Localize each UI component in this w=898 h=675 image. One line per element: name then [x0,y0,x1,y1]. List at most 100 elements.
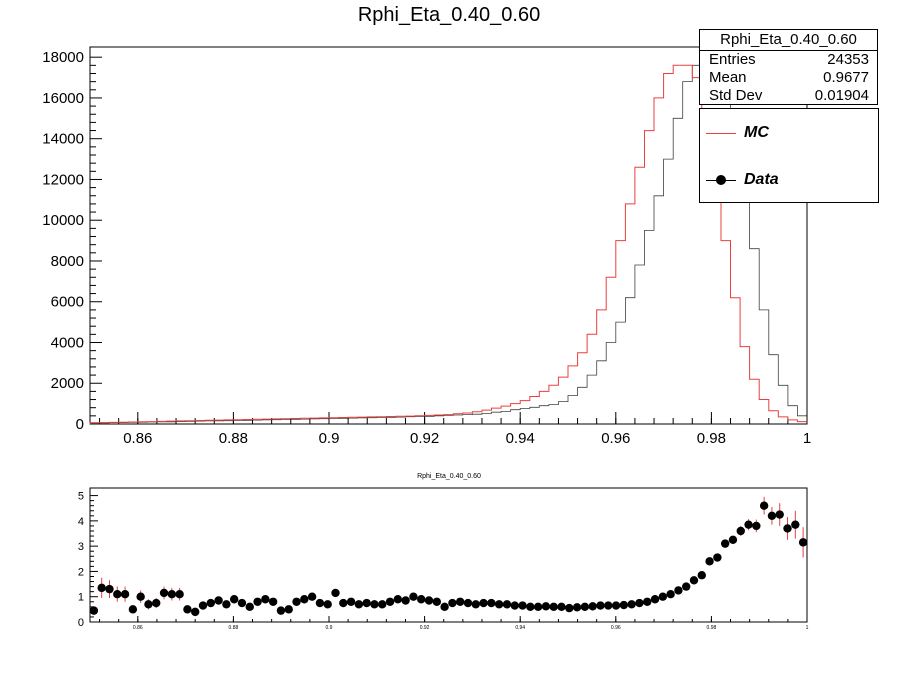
ratio-point [728,535,738,545]
stats-label: Mean [709,69,747,86]
ratio-point [471,600,480,609]
ratio-point [284,605,293,614]
legend-entry-mc: MC [706,123,769,143]
x-tick-label: 0.88 [219,430,248,447]
y-tick-label: 0 [76,416,84,433]
ratio-point [720,539,730,548]
ratio-point [362,598,371,608]
stats-box: Rphi_Eta_0.40_0.60 Entries 24353 Mean 0.… [699,29,878,105]
x-tick-label: 0.98 [697,430,726,447]
ratio-point [526,602,535,612]
y-tick-label: 8000 [51,253,84,270]
ratio-point [643,597,652,606]
ratio-point [752,521,761,531]
ratio-point [198,601,208,610]
y-tick-label: 16000 [42,90,84,107]
ratio-point [650,595,660,604]
ratio-point [245,602,254,612]
legend-label: Data [744,171,779,188]
ratio-point [409,592,418,601]
ratio-point [229,595,239,604]
ratio-point [183,605,192,614]
ratio-point [175,589,184,599]
ratio-point [120,589,130,599]
legend-marker-symbol [706,170,736,190]
ratio-x-tick-label: 0.88 [229,625,239,631]
ratio-point [144,600,153,609]
ratio-point [292,597,301,606]
ratio-point [479,598,488,608]
ratio-point [689,576,699,585]
ratio-point [596,601,605,610]
ratio-point [463,598,473,608]
ratio-point [300,595,309,604]
ratio-y-tick-label: 3 [78,541,84,553]
ratio-point [354,600,364,609]
ratio-point [206,598,215,608]
ratio-point [167,589,177,599]
y-tick-label: 12000 [42,171,84,188]
ratio-point [783,524,792,533]
ratio-point [440,602,449,612]
ratio-point [588,602,597,611]
x-tick-label: 0.92 [410,430,439,447]
ratio-x-tick-label: 0.98 [707,625,717,631]
ratio-point [604,601,613,610]
ratio-point [424,596,434,605]
ratio-point [557,602,566,612]
stats-row-entries: Entries 24353 [700,51,877,69]
ratio-point [541,602,551,611]
legend: MC Data [699,108,879,203]
y-tick-label: 18000 [42,49,84,66]
ratio-point [346,597,356,606]
ratio-point [502,600,512,609]
ratio-point [619,600,629,610]
ratio-point [191,607,200,617]
ratio-x-tick-label: 0.92 [420,625,430,631]
ratio-point [136,592,145,601]
ratio-point [97,583,106,593]
ratio-point [533,602,543,612]
ratio-point [105,584,114,594]
ratio-point [89,606,99,615]
x-tick-label: 1 [803,430,811,447]
ratio-point [214,596,223,605]
stats-value: 0.01904 [814,87,869,104]
ratio-point [580,602,590,612]
ratio-point [339,598,348,608]
ratio-point [159,588,169,598]
ratio-point [237,598,247,608]
plot-frame [89,46,808,425]
ratio-point [682,582,691,591]
legend-entry-data: Data [706,170,779,190]
page-title: Rphi_Eta_0.40_0.60 [357,4,541,26]
ratio-x-tick-label: 0.9 [326,625,333,631]
y-tick-label: 4000 [51,334,84,351]
ratio-point [658,592,668,601]
ratio-y-tick-label: 1 [78,592,84,604]
x-tick-label: 0.86 [123,430,152,447]
ratio-point [448,598,457,608]
ratio-point [401,596,410,605]
ratio-point [759,501,769,510]
y-tick-label: 10000 [42,212,84,229]
stats-row-mean: Mean 0.9677 [700,69,877,87]
ratio-point [791,520,800,529]
ratio-point [611,601,621,610]
ratio-point [417,595,426,604]
ratio-point [331,588,340,598]
ratio-point [128,605,138,614]
ratio-point [635,598,644,608]
ratio-point [697,571,706,580]
ratio-point [627,600,636,609]
ratio-point [518,601,527,610]
ratio-point [370,600,379,609]
ratio-point [744,520,753,529]
ratio-point [152,598,161,608]
stats-value: 24353 [827,51,869,68]
ratio-point [268,597,278,606]
ratio-point [455,597,465,606]
ratio-x-tick-label: 0.94 [515,625,525,631]
ratio-x-tick-label: 0.86 [133,625,143,631]
